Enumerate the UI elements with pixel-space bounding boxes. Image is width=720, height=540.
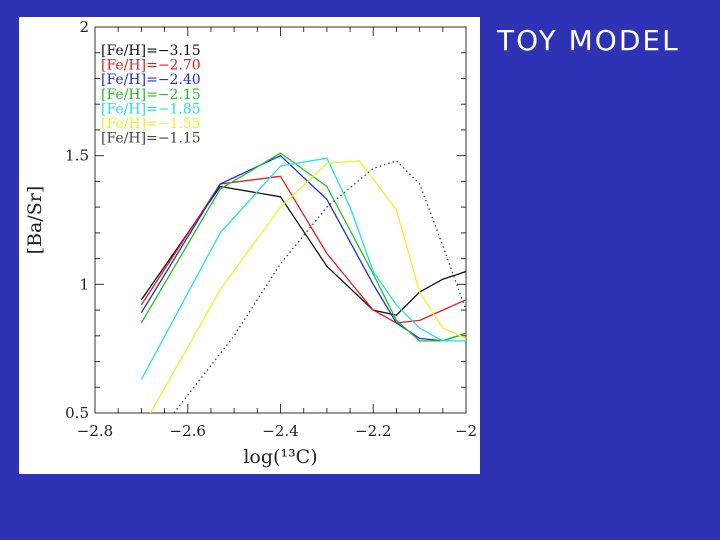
x-tick-label: −2.6: [170, 422, 206, 440]
x-axis-label: log(¹³C): [243, 446, 317, 468]
y-tick-label: 0.5: [65, 404, 89, 422]
series-line-5: [140, 157, 466, 380]
x-tick-label: −2.4: [262, 422, 298, 440]
chart-panel: −2.8 −2.6 −2.4 −2.2 −2 0.5 1 1.5 2 [Fe/H]=−3.15[…: [19, 17, 480, 474]
legend-entry-4: [Fe/H]=−2.15: [101, 87, 201, 103]
legend-entry-2: [Fe/H]=−2.70: [101, 58, 201, 74]
x-tick-label: −2.2: [355, 422, 391, 440]
series-line-2: [140, 175, 467, 324]
x-tick-label: −2.8: [77, 422, 113, 440]
series-line-6: [150, 160, 467, 414]
y-tick-label: 2: [79, 18, 89, 36]
series-line-1: [140, 185, 467, 316]
series-line-7: [173, 160, 467, 414]
slide-title: TOY MODEL: [497, 24, 680, 57]
legend-entry-7: [Fe/H]=−1.15: [101, 131, 201, 147]
y-axis-label: [Ba/Sr]: [24, 186, 46, 255]
legend-entry-6: [Fe/H]=−1.55: [101, 116, 201, 132]
y-tick-label: 1.5: [65, 147, 89, 165]
series-line-4: [140, 152, 467, 342]
x-tick-label: −2: [455, 422, 477, 440]
y-tick-label: 1: [79, 275, 89, 293]
legend-entry-5: [Fe/H]=−1.85: [101, 101, 201, 117]
series-line-3: [140, 155, 467, 342]
toy-model-chart: −2.8 −2.6 −2.4 −2.2 −20.511.52 [Fe/H]=−3.15[…: [24, 18, 477, 468]
legend-entry-1: [Fe/H]=−3.15: [101, 43, 201, 59]
legend-entry-3: [Fe/H]=−2.40: [101, 72, 201, 88]
